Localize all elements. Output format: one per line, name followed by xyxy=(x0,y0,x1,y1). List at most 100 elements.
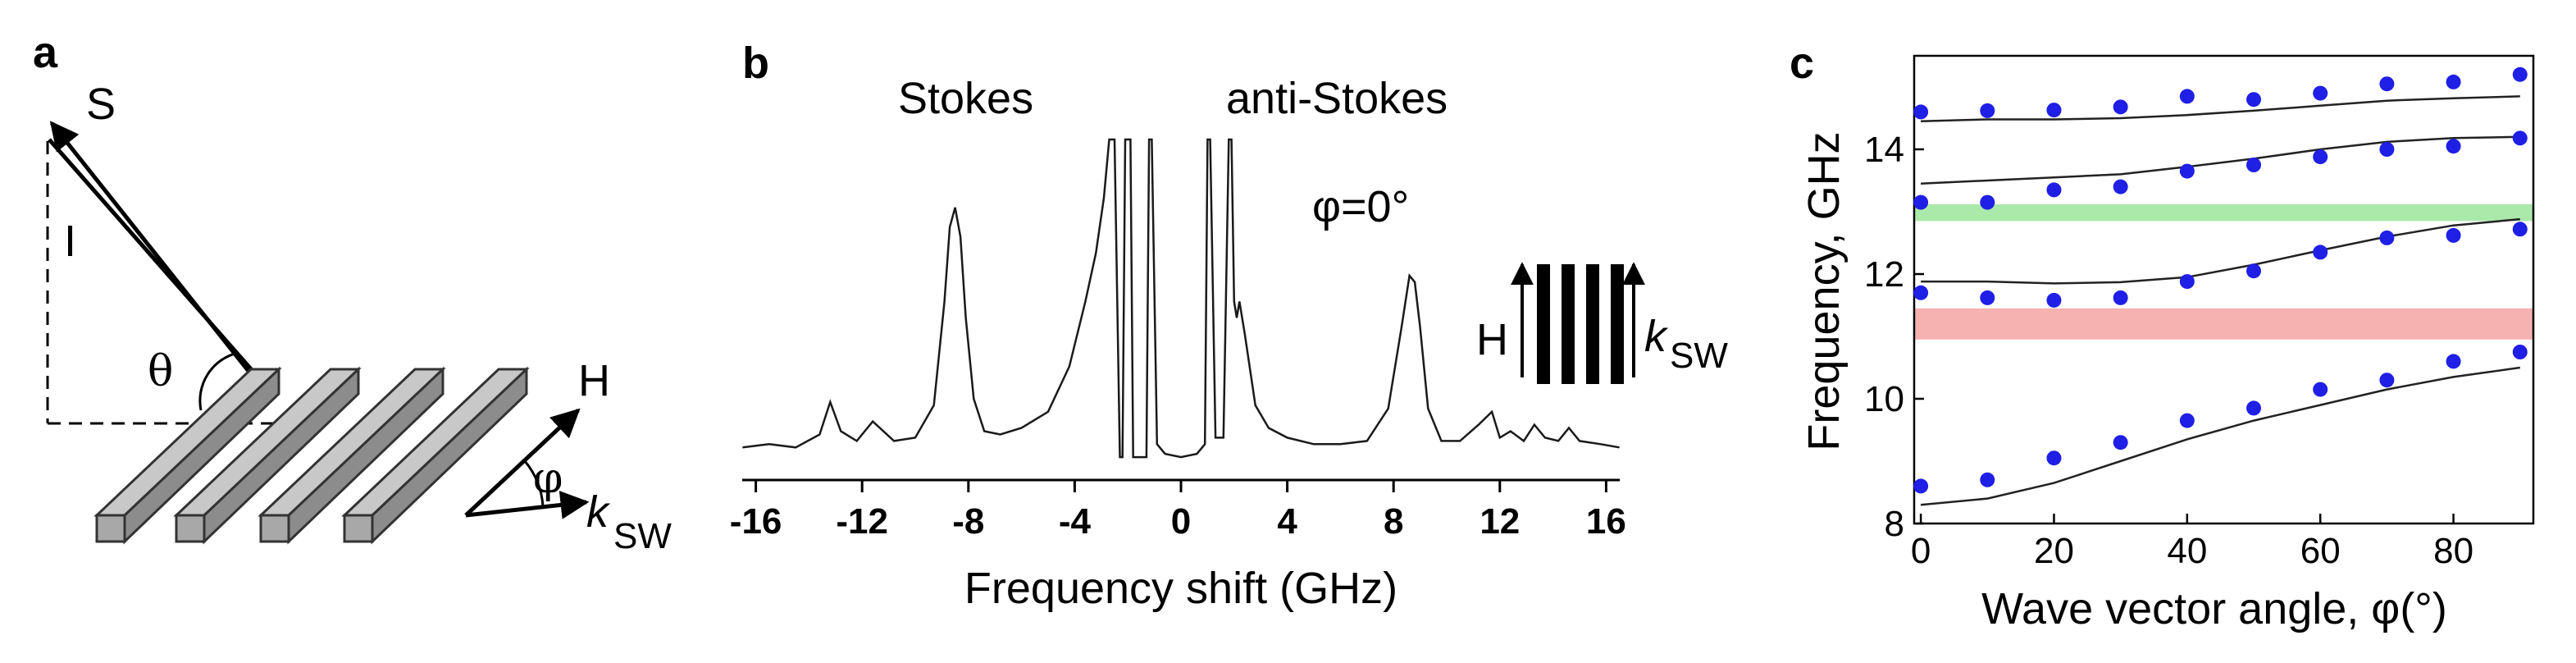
theta-label: θ xyxy=(148,347,173,396)
calculated-curve xyxy=(1920,366,2520,506)
inset-stripe xyxy=(1611,264,1624,384)
measured-point xyxy=(1980,472,1995,487)
measured-point xyxy=(2313,149,2328,165)
measured-point xyxy=(2179,274,2195,290)
measured-point xyxy=(1913,285,1929,300)
measured-point xyxy=(2512,66,2528,82)
measured-point xyxy=(2446,139,2461,154)
panel-b-label: b xyxy=(742,39,769,88)
stripe-array xyxy=(93,366,530,545)
measured-point xyxy=(2379,373,2395,388)
inset-stripe xyxy=(1562,264,1575,384)
x-tick-label: 20 xyxy=(2034,531,2074,571)
field-h-arrow xyxy=(464,408,581,517)
measured-point xyxy=(2512,345,2528,359)
measured-point xyxy=(2313,85,2328,101)
x-tick-label: 60 xyxy=(2300,531,2341,571)
measured-point xyxy=(2046,182,2062,198)
forbidden-band xyxy=(1914,203,2533,222)
forbidden-bands xyxy=(1914,203,2533,340)
inset-k-label: k xyxy=(1644,312,1669,361)
theta-arc xyxy=(198,351,239,411)
x-tick-label: 80 xyxy=(2433,531,2473,571)
calculated-curve xyxy=(1921,95,2520,123)
panel-a: a S I θ xyxy=(33,28,672,556)
inset-h-label: H xyxy=(1476,315,1508,364)
calculated-dispersion-curves xyxy=(1920,95,2520,506)
incident-beam-i-line xyxy=(48,138,254,373)
spectrum-x-ticks: -16 -12 -8 -4 0 4 8 12 16 xyxy=(730,480,1626,542)
measured-point xyxy=(2512,130,2528,146)
measured-point xyxy=(2446,227,2461,243)
measured-point xyxy=(2179,163,2195,179)
measured-point xyxy=(2246,400,2262,416)
measured-point xyxy=(2246,92,2262,107)
phi-arc xyxy=(523,460,545,507)
spectrum-x-tick-label: -4 xyxy=(1059,501,1092,542)
measured-point xyxy=(2446,74,2461,89)
measured-point xyxy=(2313,245,2328,260)
inset-stripe xyxy=(1537,264,1550,384)
panel-a-label: a xyxy=(33,28,58,77)
calculated-curve xyxy=(1921,135,2520,185)
forbidden-band xyxy=(1914,308,2533,340)
phi-label: φ xyxy=(533,454,563,503)
spectrum-x-tick-label: 0 xyxy=(1171,501,1191,542)
stripe-bar xyxy=(93,366,282,545)
measured-point xyxy=(2246,158,2262,172)
wave-k-label: k xyxy=(586,487,611,537)
measured-point xyxy=(1913,194,1929,210)
measured-point xyxy=(2113,99,2128,115)
y-tick-label: 8 xyxy=(1885,504,1904,544)
stripe-bar xyxy=(341,366,530,545)
dispersion-y-axis-title: Frequency, GHz xyxy=(1799,131,1849,450)
beam-s-label: S xyxy=(86,80,116,129)
measured-point xyxy=(2512,222,2528,237)
spectrum-x-tick-label: -8 xyxy=(952,501,984,542)
spectrum-x-axis-title: Frequency shift (GHz) xyxy=(964,564,1397,613)
panel-c: c 0 20 40 60 80 8 10 12 14 Wave vector angle, φ(… xyxy=(1790,39,2535,633)
x-tick-label: 40 xyxy=(2167,531,2207,571)
measured-point xyxy=(2446,354,2461,369)
measured-frequency-points xyxy=(1913,66,2528,494)
measured-point xyxy=(2113,179,2128,194)
beam-i-label: I xyxy=(64,217,76,266)
measured-point xyxy=(2113,290,2128,305)
measured-point xyxy=(1913,104,1929,120)
spectrum-x-tick-label: 16 xyxy=(1586,501,1626,542)
anti-stokes-label: anti-Stokes xyxy=(1226,74,1448,123)
measured-point xyxy=(1980,290,1995,305)
y-tick-label: 14 xyxy=(1864,130,1904,170)
measured-point xyxy=(1913,478,1929,494)
measured-point xyxy=(1980,103,1995,118)
stripe-bar xyxy=(258,366,446,545)
spectrum-x-tick-label: 8 xyxy=(1384,501,1403,542)
wave-vector-k-arrow xyxy=(465,491,590,519)
calculated-curve xyxy=(1921,217,2520,285)
spectrum-x-tick-label: 12 xyxy=(1479,501,1520,542)
measured-point xyxy=(2046,450,2062,466)
inset-stripe xyxy=(1586,264,1599,384)
measured-point xyxy=(2113,435,2128,450)
field-h-label: H xyxy=(578,356,610,405)
measured-point xyxy=(1980,194,1995,210)
y-tick-label: 10 xyxy=(1864,379,1904,419)
phi-zero-label: φ=0° xyxy=(1312,182,1409,231)
stokes-label: Stokes xyxy=(898,74,1033,123)
measured-point xyxy=(2379,142,2395,157)
measured-point xyxy=(2179,413,2195,428)
brillouin-spectrum-line xyxy=(742,138,1620,459)
measured-point xyxy=(2046,292,2062,308)
spectrum-x-tick-label: 4 xyxy=(1277,501,1297,542)
inset-k-subscript: SW xyxy=(1670,336,1728,376)
y-tick-label: 12 xyxy=(1864,254,1904,295)
spectrum-x-tick-label: -12 xyxy=(836,501,888,542)
spectrum-x-tick-label: -16 xyxy=(730,501,782,542)
dispersion-x-axis-title: Wave vector angle, φ(°) xyxy=(1981,584,2447,633)
wave-k-subscript: SW xyxy=(613,516,672,556)
inset-orientation: H k SW xyxy=(1476,262,1728,384)
measured-point xyxy=(2379,230,2395,245)
measured-point xyxy=(2179,89,2195,104)
measured-point xyxy=(2046,103,2062,118)
